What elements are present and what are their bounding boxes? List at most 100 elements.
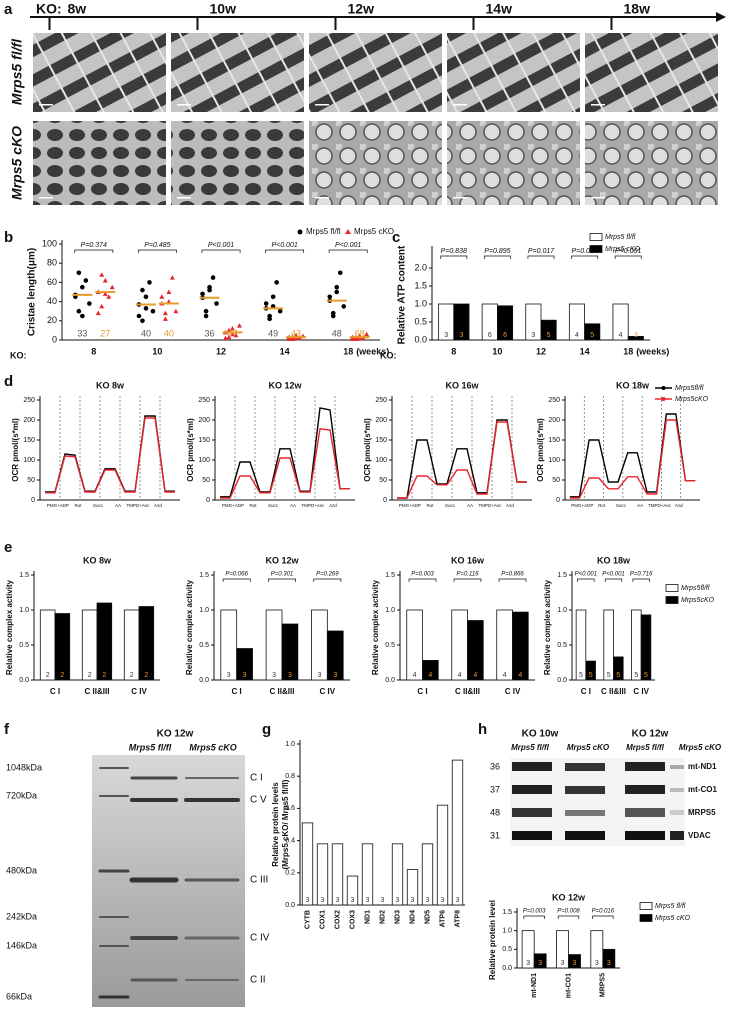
data-point [99, 272, 105, 277]
x-tick-label: COX2 [334, 910, 341, 929]
y-tick-label: 250 [198, 397, 210, 404]
complex-label: C II [250, 975, 266, 986]
y-tick-label: 1.0 [385, 607, 395, 614]
data-point [162, 316, 168, 321]
n-label: 47 [227, 328, 237, 338]
n-label: 3 [573, 960, 577, 967]
data-point [109, 284, 115, 290]
x-tick-label: 18 [623, 346, 633, 356]
lane-label: Mrps5 cKO [679, 743, 722, 752]
timeline-arrow [716, 12, 726, 22]
y-tick-label: 250 [375, 397, 387, 404]
x-tick-label: 18 [343, 346, 353, 356]
n-label: 3 [538, 960, 542, 967]
bar [54, 613, 71, 681]
bar [326, 630, 344, 681]
scale-bar [39, 197, 53, 199]
data-point [76, 270, 82, 276]
ocr-line [569, 413, 696, 498]
p-bracket [328, 249, 368, 253]
p-value: P<0.001 [335, 242, 361, 249]
legend-swatch [589, 233, 603, 241]
bar [640, 614, 652, 681]
y-axis-label: Relative complex activity [5, 579, 14, 675]
em-image [447, 121, 580, 205]
y-axis-label: Relative protein level [488, 900, 497, 980]
data-point [341, 304, 347, 309]
bar [613, 656, 624, 681]
scale-bar [591, 197, 605, 199]
y-tick-label: 200 [548, 417, 560, 424]
p-bracket [483, 255, 511, 259]
p-value: P=0.017 [528, 248, 555, 255]
complex-label: C III [250, 875, 268, 886]
n-label: 3 [306, 897, 310, 904]
x-tick-label: 8 [91, 346, 96, 356]
y-tick-label: 50 [552, 477, 560, 484]
n-label: 40 [164, 328, 174, 338]
p-value: P=0.895 [484, 248, 510, 255]
em-image [33, 33, 166, 112]
x-tick-label: ND5 [424, 910, 431, 924]
y-tick-label: 1.5 [557, 572, 567, 579]
n-label: 5 [590, 332, 594, 339]
marker-label: 1048kDa [6, 762, 42, 772]
n-label: 5 [547, 332, 551, 339]
x-tick-label: mt-ND1 [531, 973, 538, 998]
complex-label: C I [250, 773, 263, 784]
band-label: mt-ND1 [688, 762, 717, 771]
x-tick-label: 12 [216, 346, 226, 356]
y-axis-label: Relative complex activity [543, 579, 552, 675]
data-point [83, 278, 89, 283]
p-bracket [592, 915, 614, 919]
bar [584, 323, 601, 341]
scale-bar [315, 197, 329, 199]
x-tick-label: COX3 [349, 910, 356, 929]
p-value: P=0.485 [144, 242, 170, 249]
bar [631, 609, 642, 681]
scale-bar [453, 197, 467, 199]
n-label: 2 [60, 672, 64, 679]
x-tick-label: C II&III [455, 687, 480, 696]
x-tick-label: C IV [320, 687, 336, 696]
lane-label: Mrps5 fl/fl [626, 743, 665, 752]
p-value: P<0.001 [575, 572, 598, 578]
data-point [274, 280, 279, 285]
x-tick-label: 14 [280, 346, 290, 356]
p-bracket [440, 255, 468, 259]
x-tick-label: C IV [505, 687, 521, 696]
p-value: P=0.116 [456, 572, 479, 578]
n-label: 3 [595, 960, 599, 967]
n-label: 2 [88, 672, 92, 679]
p-value: P<0.001 [602, 572, 625, 578]
y-tick-label: 0.8 [285, 773, 295, 780]
data-point [263, 301, 269, 306]
injection-label: Succ [616, 503, 627, 508]
data-point [200, 291, 205, 297]
bar [81, 609, 98, 681]
p-value: P=0.838 [441, 248, 467, 255]
data-point [147, 280, 152, 285]
chart-title: KO 8w [96, 380, 125, 390]
x-tick-label: ATP6 [439, 910, 446, 927]
n-label: 3 [411, 897, 415, 904]
y-tick-label: 50 [27, 477, 35, 484]
n-label: 3 [243, 672, 247, 679]
bar [123, 609, 140, 681]
legend-swatch [639, 914, 653, 922]
y-tick-label: 0 [206, 497, 210, 504]
legend-swatch [589, 245, 603, 253]
bar [575, 609, 587, 681]
data-point [293, 332, 299, 338]
p-bracket [577, 578, 595, 582]
injection-label: TMPD+Asc [648, 503, 672, 508]
data-point [226, 334, 232, 340]
y-axis-label: OCR pmol/(s*ml) [536, 418, 545, 482]
bar [585, 660, 596, 681]
n-label: 3 [441, 897, 445, 904]
n-label: 3 [227, 672, 231, 679]
bar [316, 843, 329, 906]
ocr-line [45, 417, 175, 494]
ocr-line [220, 428, 350, 499]
